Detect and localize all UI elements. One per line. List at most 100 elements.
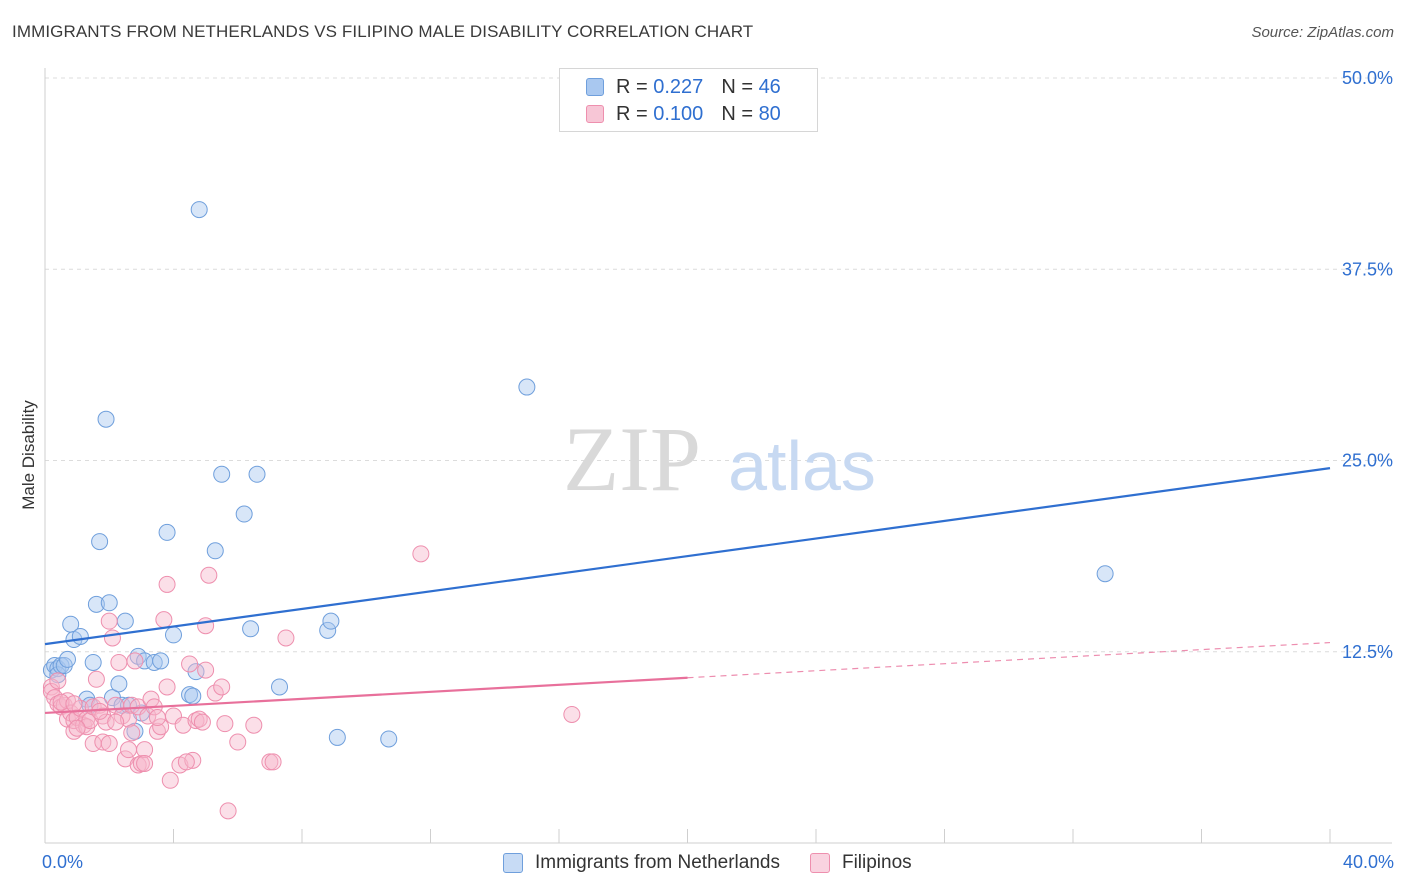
point-netherlands	[518, 378, 536, 396]
point-filipinos	[177, 753, 195, 771]
data-points	[42, 201, 1114, 820]
point-netherlands	[91, 533, 109, 551]
point-filipinos	[120, 741, 138, 759]
point-netherlands	[322, 612, 340, 630]
legend-item-filipinos[interactable]: Filipinos	[809, 852, 912, 874]
point-netherlands	[184, 687, 202, 705]
point-filipinos	[100, 735, 118, 753]
axes	[44, 68, 1392, 844]
point-filipinos	[94, 733, 112, 751]
point-filipinos	[229, 733, 247, 751]
point-netherlands	[328, 728, 346, 746]
point-filipinos	[52, 693, 70, 711]
point-netherlands	[319, 621, 337, 639]
point-filipinos	[136, 754, 154, 772]
point-netherlands	[158, 523, 176, 541]
legend-swatch-pink	[809, 853, 830, 873]
stats-legend: R = 0.227 N = 46 R = 0.100 N = 80	[559, 68, 818, 132]
point-filipinos	[158, 575, 176, 593]
legend-label: Filipinos	[841, 852, 912, 873]
point-filipinos	[123, 724, 141, 742]
point-netherlands	[380, 730, 398, 748]
point-filipinos	[264, 753, 282, 771]
point-netherlands	[110, 675, 128, 693]
point-netherlands	[206, 542, 224, 560]
point-filipinos	[193, 713, 211, 731]
point-filipinos	[68, 719, 86, 737]
point-netherlands	[100, 594, 118, 612]
point-netherlands	[152, 652, 170, 670]
watermark: ZIP atlas	[563, 408, 876, 510]
point-netherlands	[145, 653, 163, 671]
y-tick-labels: 12.5% 25.0% 37.5% 50.0%	[1342, 68, 1393, 662]
swatch-blue	[586, 78, 604, 96]
point-filipinos	[213, 678, 231, 696]
swatch-pink	[586, 105, 604, 123]
trend-netherlands	[44, 467, 1331, 646]
point-filipinos	[277, 629, 295, 647]
point-filipinos	[190, 710, 208, 728]
point-filipinos	[161, 771, 179, 789]
stats-row-filipinos: R = 0.100 N = 80	[586, 101, 781, 127]
trend-lines	[44, 467, 1331, 715]
point-filipinos	[181, 655, 199, 673]
point-netherlands	[165, 626, 182, 644]
y-axis-label: Male Disability	[19, 400, 38, 510]
x-tick-max: 40.0%	[1342, 852, 1394, 872]
point-netherlands	[71, 627, 89, 645]
stats-row-netherlands: R = 0.227 N = 46	[586, 74, 781, 100]
point-netherlands	[1096, 565, 1114, 583]
trend-filipinos-dashed	[687, 641, 1331, 679]
point-filipinos	[197, 617, 215, 635]
n-label: N =	[721, 102, 753, 125]
r-value: 0.227	[653, 75, 704, 98]
r-label: R =	[616, 102, 648, 125]
point-filipinos	[49, 672, 67, 690]
point-filipinos	[219, 802, 237, 820]
y-tick-label: 37.5%	[1342, 259, 1393, 279]
gridlines	[45, 77, 1392, 653]
point-filipinos	[412, 545, 430, 563]
point-netherlands	[87, 595, 105, 613]
r-value: 0.100	[653, 102, 704, 125]
point-netherlands	[271, 678, 289, 696]
point-filipinos	[100, 612, 118, 630]
point-filipinos	[97, 713, 115, 731]
point-filipinos	[110, 653, 128, 671]
point-filipinos	[200, 566, 218, 584]
point-netherlands	[248, 465, 266, 483]
point-netherlands	[97, 410, 115, 428]
n-value: 80	[758, 102, 781, 125]
point-filipinos	[87, 670, 105, 688]
legend-swatch-blue	[503, 853, 523, 873]
point-filipinos	[158, 678, 176, 696]
point-filipinos	[216, 715, 234, 733]
point-filipinos	[136, 741, 154, 759]
point-filipinos	[206, 684, 224, 702]
point-filipinos	[148, 709, 166, 727]
point-filipinos	[107, 713, 125, 731]
point-filipinos	[103, 629, 121, 647]
point-filipinos	[120, 710, 138, 728]
point-netherlands	[190, 201, 208, 219]
point-netherlands	[235, 505, 253, 523]
watermark-zip: ZIP	[563, 408, 701, 510]
series-legend: Immigrants from Netherlands Filipinos	[503, 852, 942, 874]
point-filipinos	[91, 702, 109, 720]
point-netherlands	[242, 620, 260, 638]
point-filipinos	[197, 661, 215, 679]
source-label: Source: ZipAtlas.com	[1251, 24, 1394, 41]
r-label: R =	[616, 75, 648, 98]
point-netherlands	[58, 650, 76, 668]
legend-item-netherlands[interactable]: Immigrants from Netherlands	[503, 852, 780, 874]
point-filipinos	[184, 751, 202, 769]
point-filipinos	[245, 716, 263, 734]
y-tick-label: 12.5%	[1342, 642, 1393, 662]
trend-filipinos	[44, 676, 688, 715]
point-filipinos	[155, 611, 173, 629]
x-tick-min: 0.0%	[42, 852, 84, 872]
point-filipinos	[148, 722, 166, 740]
point-filipinos	[563, 705, 581, 723]
point-filipinos	[174, 716, 192, 734]
